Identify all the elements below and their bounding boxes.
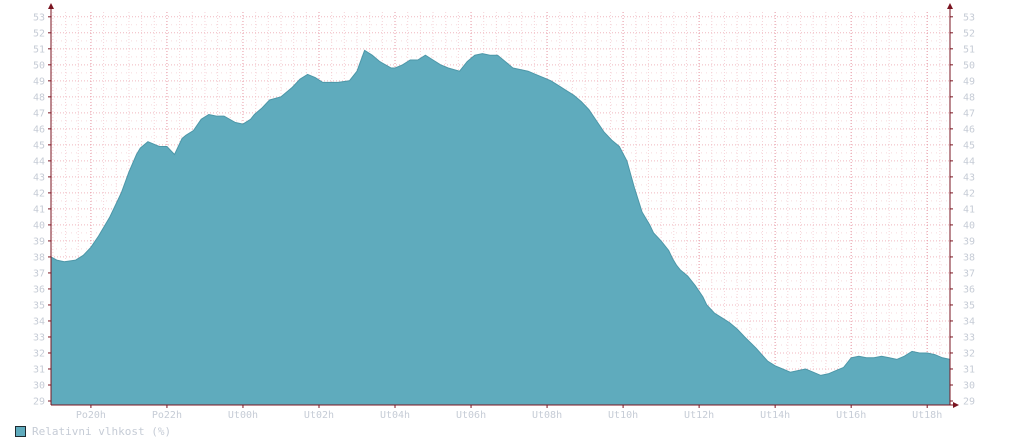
y-tick-label-left: 39 [33, 236, 45, 247]
legend-swatch [15, 425, 26, 437]
y-tick-label-left: 29 [33, 396, 45, 407]
y-tick-label-right: 39 [963, 236, 975, 247]
x-tick-label: Ut04h [380, 410, 410, 421]
y-tick-label-right: 29 [963, 396, 975, 407]
y-tick-label-right: 40 [963, 220, 975, 231]
y-tick-label-left: 37 [33, 268, 45, 279]
y-tick-label-left: 35 [33, 300, 45, 311]
y-tick-label-right: 33 [963, 332, 975, 343]
x-tick-label: Ut14h [760, 410, 790, 421]
x-tick-label: Ut02h [304, 410, 334, 421]
y-tick-label-right: 49 [963, 76, 975, 87]
x-tick-label: Ut12h [684, 410, 714, 421]
y-tick-label-left: 46 [33, 124, 45, 135]
y-tick-label-right: 38 [963, 252, 975, 263]
y-tick-label-left: 40 [33, 220, 45, 231]
y-tick-label-left: 31 [33, 364, 45, 375]
y-tick-label-right: 30 [963, 380, 975, 391]
x-tick-label: Ut10h [608, 410, 638, 421]
x-axis-arrow [953, 402, 959, 408]
x-tick-label: Po20h [76, 410, 106, 421]
y-tick-label-left: 52 [33, 28, 45, 39]
legend-label: Relativni vlhkost (%) [32, 424, 172, 438]
y-tick-label-right: 36 [963, 284, 975, 295]
y-tick-label-right: 41 [963, 204, 975, 215]
humidity-line [50, 49, 951, 376]
y-tick-label-right: 50 [963, 60, 975, 71]
y-tick-label-right: 34 [963, 316, 975, 327]
y-tick-label-right: 46 [963, 124, 975, 135]
y-tick-label-left: 34 [33, 316, 45, 327]
y-tick-label-left: 36 [33, 284, 45, 295]
y-tick-label-left: 53 [33, 12, 45, 23]
y-tick-label-right: 47 [963, 108, 975, 119]
y-tick-label-left: 44 [33, 156, 45, 167]
axes [48, 3, 959, 408]
y-tick-label-left: 33 [33, 332, 45, 343]
x-tick-label: Ut00h [228, 410, 258, 421]
x-tick-label: Ut08h [532, 410, 562, 421]
y-tick-label-left: 30 [33, 380, 45, 391]
y-tick-label-left: 47 [33, 108, 45, 119]
y-tick-label-left: 41 [33, 204, 45, 215]
legend: Relativni vlhkost (%) [15, 424, 171, 438]
y-tick-label-left: 38 [33, 252, 45, 263]
y-axis-left-arrow [48, 3, 54, 9]
y-tick-label-left: 42 [33, 188, 45, 199]
x-tick-label: Ut18h [912, 410, 942, 421]
y-tick-label-right: 31 [963, 364, 975, 375]
y-tick-label-left: 45 [33, 140, 45, 151]
y-tick-label-right: 48 [963, 92, 975, 103]
y-tick-label-left: 43 [33, 172, 45, 183]
y-axis-right-arrow [947, 3, 953, 9]
y-tick-label-left: 49 [33, 76, 45, 87]
y-tick-label-right: 43 [963, 172, 975, 183]
y-tick-label-right: 42 [963, 188, 975, 199]
y-tick-label-left: 51 [33, 44, 45, 55]
y-tick-label-left: 48 [33, 92, 45, 103]
x-tick-label: Po22h [152, 410, 182, 421]
y-tick-labels-right: 29 30 31 32 33 34 35 36 37 38 39 40 41 42 43 44 45 46 47 48… [963, 12, 975, 407]
y-tick-label-right: 45 [963, 140, 975, 151]
y-tick-label-right: 52 [963, 28, 975, 39]
y-tick-label-right: 35 [963, 300, 975, 311]
x-tick-label: Ut16h [836, 410, 866, 421]
y-tick-label-right: 51 [963, 44, 975, 55]
y-tick-label-left: 32 [33, 348, 45, 359]
y-tick-labels-left: 29 30 31 32 33 34 35 36 37 38 39 40 41 42 43 44 45 46 47 48… [33, 12, 45, 407]
y-tick-label-left: 50 [33, 60, 45, 71]
y-tick-label-right: 37 [963, 268, 975, 279]
y-tick-label-right: 32 [963, 348, 975, 359]
y-tick-label-right: 53 [963, 12, 975, 23]
x-tick-labels: Po20h Po22h Ut00h Ut02h Ut04h Ut06h Ut08h Ut10h… [76, 410, 942, 421]
y-tick-label-right: 44 [963, 156, 975, 167]
humidity-area [51, 50, 950, 406]
x-tick-label: Ut06h [456, 410, 486, 421]
